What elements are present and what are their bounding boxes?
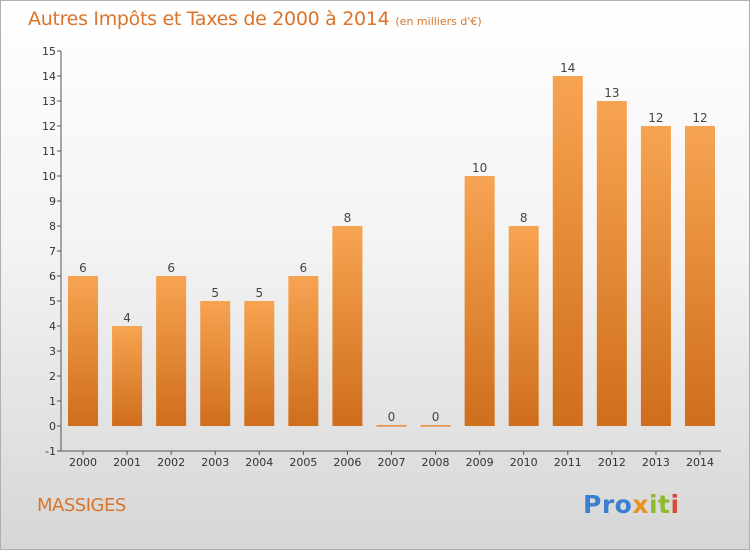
- y-tick-label: 11: [42, 145, 56, 158]
- logo-part-2: x: [632, 490, 649, 519]
- y-tick-label: 5: [49, 295, 56, 308]
- y-tick-label: 6: [49, 270, 56, 283]
- bar-2011: [552, 76, 583, 426]
- value-label-2009: 10: [472, 161, 487, 175]
- chart-bars: [68, 76, 715, 427]
- value-label-2002: 6: [167, 261, 175, 275]
- bar-2008: [420, 425, 451, 427]
- y-tick-label: 8: [49, 220, 56, 233]
- bar-2012: [596, 101, 627, 426]
- bar-2006: [332, 226, 363, 426]
- y-tick-label: 10: [42, 170, 56, 183]
- bar-2009: [464, 176, 495, 426]
- logo-part-4: i: [670, 490, 680, 519]
- x-tick-label-2009: 2009: [466, 456, 494, 469]
- x-tick-label-2011: 2011: [554, 456, 582, 469]
- chart-subtitle: (en milliers d'€): [395, 15, 482, 28]
- y-tick-label: 13: [42, 95, 56, 108]
- commune-name: MASSIGES: [37, 495, 126, 516]
- x-tick-label-2003: 2003: [201, 456, 229, 469]
- bar-2003: [200, 301, 231, 426]
- y-tick-label: 0: [49, 420, 56, 433]
- x-tick-label-2001: 2001: [113, 456, 141, 469]
- bar-2002: [156, 276, 187, 426]
- bar-2013: [640, 126, 671, 426]
- bar-2000: [68, 276, 98, 426]
- value-label-2010: 8: [520, 211, 528, 225]
- x-tick-label-2010: 2010: [510, 456, 538, 469]
- value-label-2012: 13: [604, 86, 619, 100]
- x-tick-label-2014: 2014: [686, 456, 714, 469]
- x-tick-label-2004: 2004: [245, 456, 273, 469]
- y-tick-label: 1: [49, 395, 56, 408]
- bar-2014: [684, 126, 715, 426]
- value-label-2004: 5: [255, 286, 263, 300]
- logo-part-1: Pro: [583, 490, 633, 519]
- bar-2001: [112, 326, 143, 426]
- x-tick-label-2002: 2002: [157, 456, 185, 469]
- logo-part-3: it: [648, 490, 671, 519]
- x-tick-label-2006: 2006: [333, 456, 361, 469]
- y-tick-label: 7: [49, 245, 56, 258]
- x-tick-label-2013: 2013: [642, 456, 670, 469]
- value-label-2001: 4: [123, 311, 131, 325]
- value-label-2008: 0: [432, 410, 440, 424]
- x-tick-label-2008: 2008: [422, 456, 450, 469]
- chart-labels: 2000 6 2001 4 2002 6 2003 5 2004 5 2005 6 2006 8 2007 0…: [69, 61, 714, 469]
- x-tick-label-2012: 2012: [598, 456, 626, 469]
- bar-2010: [508, 226, 539, 426]
- x-tick-label-2000: 2000: [69, 456, 97, 469]
- y-tick-label: 15: [42, 45, 56, 58]
- value-label-2006: 8: [344, 211, 352, 225]
- value-label-2013: 12: [648, 111, 663, 125]
- x-tick-label-2005: 2005: [289, 456, 317, 469]
- value-label-2011: 14: [560, 61, 575, 75]
- x-tick-label-2007: 2007: [377, 456, 405, 469]
- bar-2005: [288, 276, 319, 426]
- value-label-2014: 12: [692, 111, 707, 125]
- y-tick-label: 14: [42, 70, 56, 83]
- chart-title-text: Autres Impôts et Taxes de 2000 à 2014: [28, 8, 390, 30]
- y-tick-label: 12: [42, 120, 56, 133]
- y-tick-label: -1: [45, 445, 56, 458]
- value-label-2003: 5: [211, 286, 219, 300]
- y-tick-label: 9: [49, 195, 56, 208]
- chart-title: Autres Impôts et Taxes de 2000 à 2014 (en…: [28, 8, 482, 30]
- y-tick-label: 4: [49, 320, 56, 333]
- y-tick-label: 3: [49, 345, 56, 358]
- y-tick-label: 2: [49, 370, 56, 383]
- value-label-2005: 6: [300, 261, 308, 275]
- proxiti-logo: Proxiti: [583, 490, 680, 519]
- bar-2007: [376, 425, 407, 427]
- bar-2004: [244, 301, 275, 426]
- value-label-2000: 6: [79, 261, 87, 275]
- value-label-2007: 0: [388, 410, 396, 424]
